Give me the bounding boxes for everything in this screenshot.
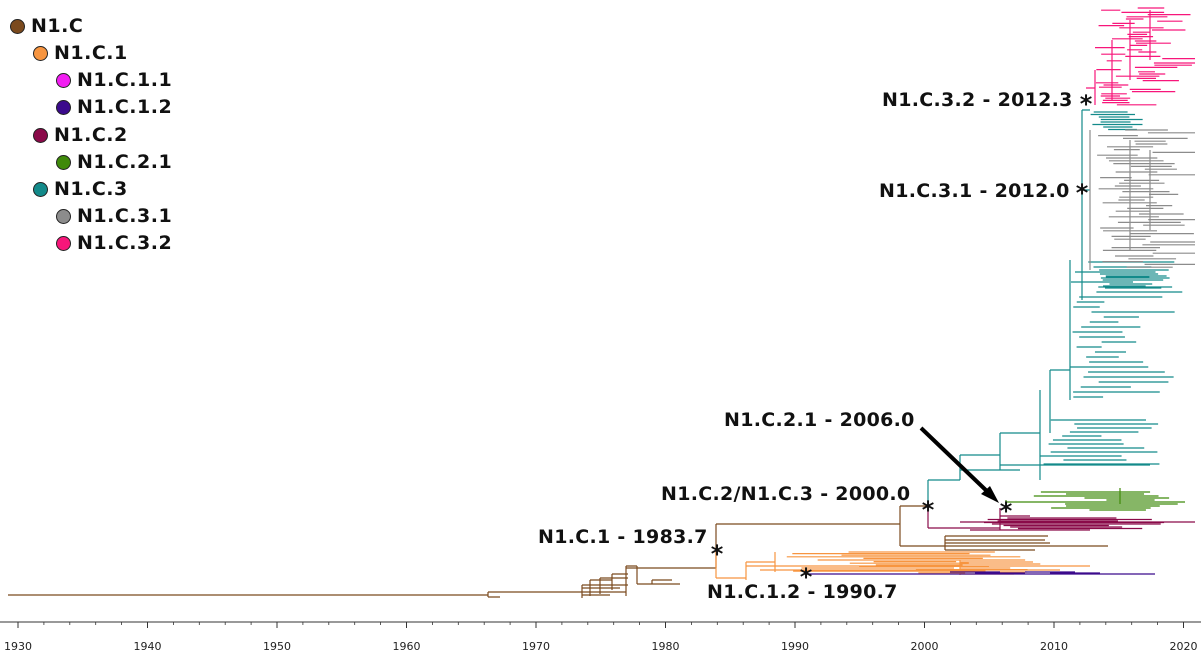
legend-dot [56, 72, 71, 88]
legend-label: N1.C.2 [54, 124, 128, 146]
axis-tick-label: 1960 [393, 640, 421, 653]
axis-tick-label: 1980 [652, 640, 680, 653]
legend-dot [56, 208, 71, 224]
legend-item-n1c12: N1.C.1.2 [56, 96, 172, 118]
legend-label: N1.C.3.2 [77, 232, 173, 254]
annotation-n1c32: N1.C.3.2 - 2012.3 [882, 89, 1073, 111]
legend-item-n1c31: N1.C.3.1 [56, 205, 172, 227]
annotation-arrow [919, 426, 999, 503]
legend-label: N1.C.3 [54, 178, 128, 200]
legend-dot [33, 45, 48, 61]
axis-tick-label: 1970 [522, 640, 550, 653]
legend-label: N1.C [31, 15, 84, 37]
branches-n1c3 [927, 109, 1183, 506]
branches-n1c [8, 505, 1108, 598]
branches-n1c21 [1005, 488, 1185, 512]
node-marker-n1c32: * [1079, 89, 1093, 118]
annotation-n1c31: N1.C.3.1 - 2012.0 [879, 180, 1070, 202]
branches-n1c12 [805, 571, 1155, 578]
axis-tick-label: 1990 [781, 640, 809, 653]
legend-item-n1c21: N1.C.2.1 [56, 151, 172, 173]
legend-label: N1.C.2.1 [77, 151, 173, 173]
annotation-n1c12: N1.C.1.2 - 1990.7 [707, 581, 898, 603]
branches-n1c32 [1086, 7, 1195, 106]
node-marker-n1c31: * [1075, 178, 1089, 207]
branches-n1c31 [1089, 129, 1195, 270]
legend-dot [10, 18, 25, 34]
legend-dot [56, 99, 71, 115]
node-marker-n1c21: * [999, 496, 1013, 525]
node-marker-n1c1: * [710, 539, 724, 568]
axis-tick-label: 2000 [911, 640, 939, 653]
axis-tick-label: 2020 [1170, 640, 1198, 653]
node-marker-n1c12: * [799, 562, 813, 591]
annotation-n1c1: N1.C.1 - 1983.7 [538, 526, 708, 548]
legend-label: N1.C.1.2 [77, 96, 173, 118]
legend-item-n1c32: N1.C.3.2 [56, 232, 172, 254]
tree-branches [8, 7, 1195, 598]
axis-tick-label: 1940 [134, 640, 162, 653]
legend-item-n1c3: N1.C.3 [33, 178, 128, 200]
annotation-n1c21: N1.C.2.1 - 2006.0 [724, 409, 915, 431]
branches-n1c1 [715, 551, 1090, 580]
legend-dot [56, 154, 71, 170]
legend-label: N1.C.1.1 [77, 69, 173, 91]
legend-label: N1.C.3.1 [77, 205, 173, 227]
axis-tick-label: 2010 [1040, 640, 1068, 653]
legend-item-n1c1: N1.C.1 [33, 42, 128, 64]
legend-dot [33, 181, 48, 197]
annotation-n1c23: N1.C.2/N1.C.3 - 2000.0 [661, 483, 911, 505]
axis-tick-label: 1930 [4, 640, 32, 653]
time-axis: 1930 1940 1950 1960 1970 1980 1990 2000 2010 2020 [0, 621, 1201, 653]
legend-label: N1.C.1 [54, 42, 128, 64]
branches-n1c2 [927, 506, 1195, 531]
legend-dot [33, 127, 48, 143]
legend-item-n1c: N1.C [10, 15, 83, 37]
legend-item-n1c2: N1.C.2 [33, 124, 128, 146]
legend-item-n1c11: N1.C.1.1 [56, 69, 172, 91]
legend-dot [56, 235, 71, 251]
axis-tick-label: 1950 [263, 640, 291, 653]
node-marker-n1c23: * [921, 495, 935, 524]
